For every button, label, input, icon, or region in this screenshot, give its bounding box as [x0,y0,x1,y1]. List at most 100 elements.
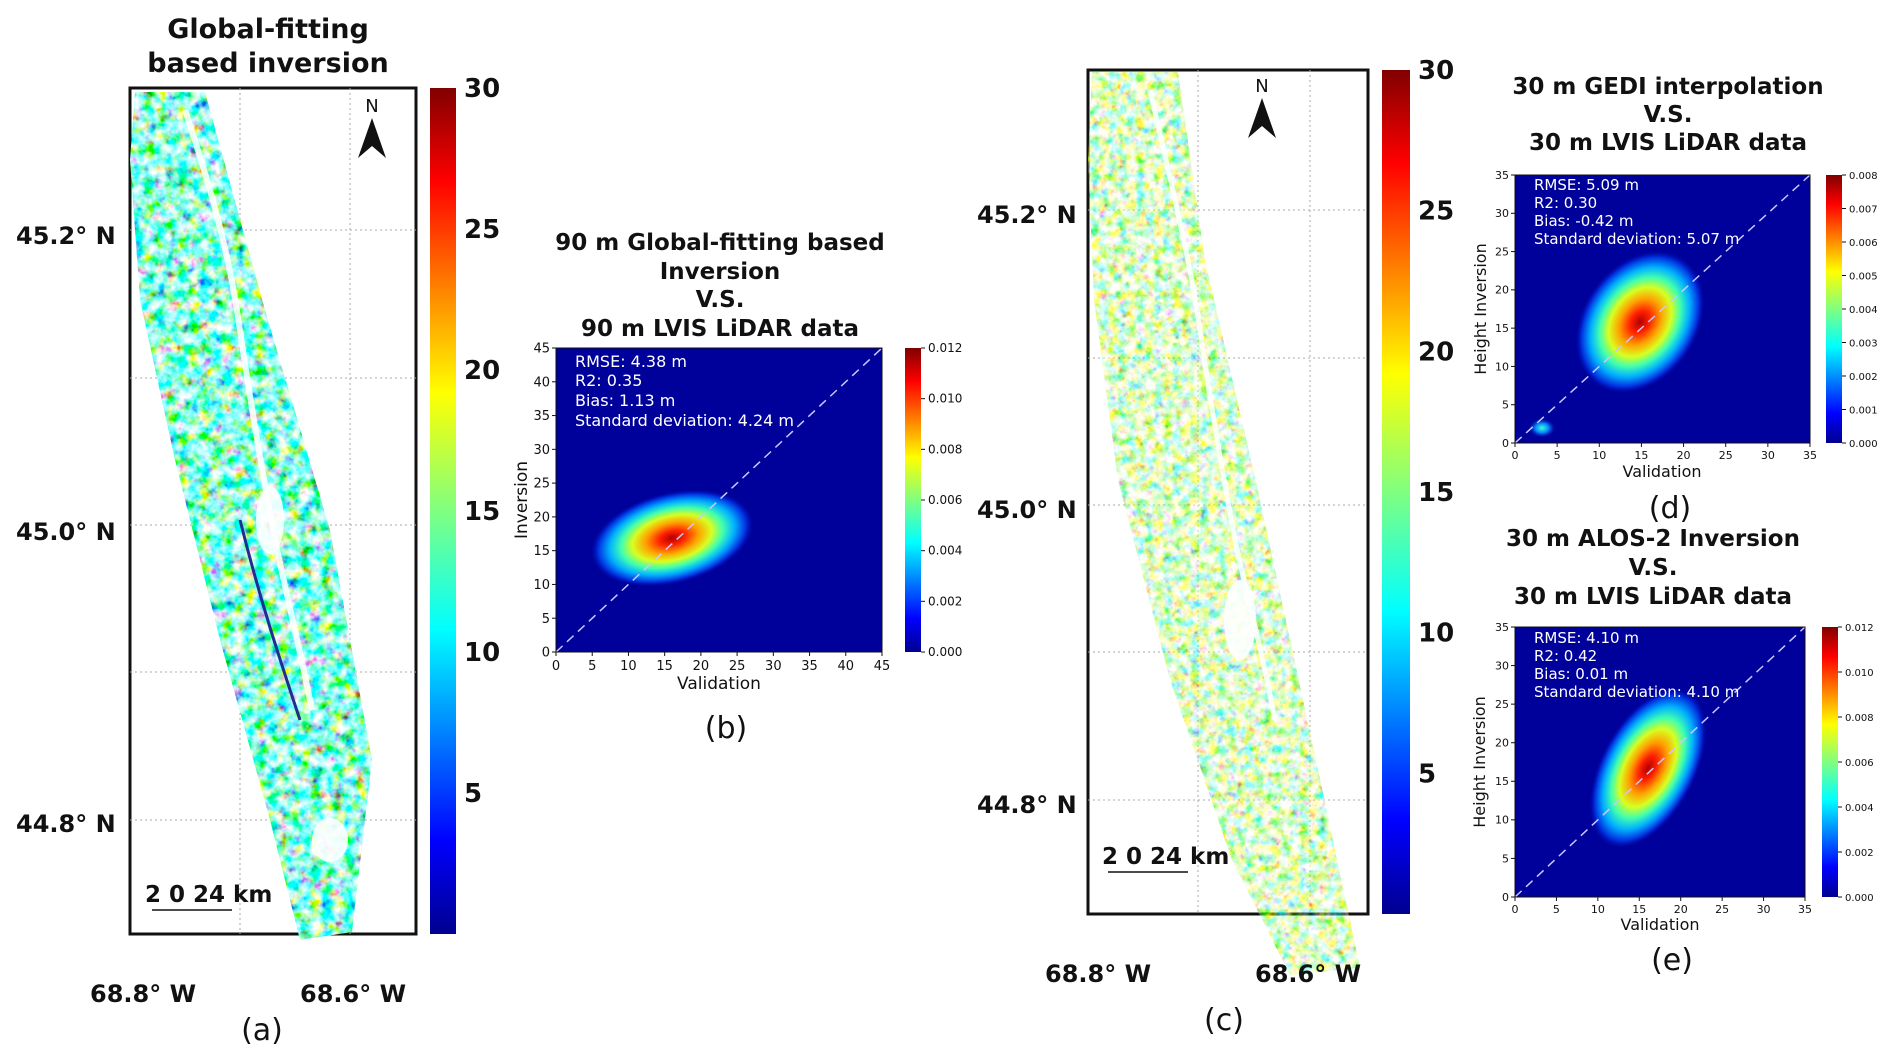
panel-e-title-line-2: V.S. [1629,555,1678,581]
x-tick-label: 30 [1761,449,1775,462]
colorbar-tick-label: 0.008 [928,442,962,456]
colorbar-tick-label: 0.008 [1849,171,1878,182]
panel-c-north-arrow: N [1248,76,1276,138]
colorbar-tick-label: 0.012 [928,341,962,355]
y-tick-label: 15 [1495,322,1509,335]
y-tick-label: 5 [542,612,550,627]
panel-d-colorbar-ticks: 0.008 0.007 0.006 0.005 0.004 0.003 0.002 0.001… [1842,171,1878,450]
x-tick-label: 30 [1757,903,1771,916]
colorbar-tick-label: 15 [464,497,500,527]
colorbar-tick-label: 0.010 [1845,668,1874,679]
y-tick-label: 0 [542,646,550,661]
panel-b-xlabel: Validation [677,674,761,694]
y-tick-label: 20 [1495,284,1509,297]
panel-d-one-to-one-line [1514,174,1811,444]
panel-e: 30 m ALOS-2 Inversion V.S. 30 m LVIS LiD… [1470,526,1874,978]
colorbar-tick-label: 0.007 [1849,205,1878,216]
panel-d-density-blob [1574,249,1706,395]
x-tick-label: 5 [1553,903,1560,916]
panel-c-scalebar-label: 2 0 24 km [1102,844,1229,870]
panel-e-colorbar-ticks: 0.012 0.010 0.008 0.006 0.004 0.002 0.000 [1838,623,1874,904]
x-tick-label: 5 [588,659,596,674]
panel-c-lat-label-2: 45.0° N [977,496,1077,524]
y-tick-label: 0 [1502,891,1509,904]
panel-b-density-blob [589,488,755,588]
panel-a-lat-label-3: 44.8° N [16,810,116,838]
panel-e-one-to-one-line [1514,626,1806,898]
panel-d-caption: (d) [1649,491,1691,526]
panel-e-xlabel: Validation [1620,915,1699,934]
x-tick-label: 30 [765,659,782,674]
y-tick-label: 35 [1495,169,1509,182]
panel-d-stat-std: Standard deviation: 5.07 m [1534,230,1739,248]
y-tick-label: 20 [533,510,550,525]
panel-c-north-label: N [1255,76,1268,97]
panel-a-scalebar: 2 0 24 km [145,882,272,911]
y-tick-label: 10 [533,578,550,593]
panel-a-lon-label-1: 68.8° W [90,980,196,1008]
colorbar-tick-label: 0.005 [1849,272,1878,283]
y-tick-label: 15 [533,544,550,559]
colorbar-tick-label: 0.000 [1849,439,1878,450]
y-tick-label: 35 [533,409,550,424]
x-tick-label: 15 [1632,903,1646,916]
colorbar-tick-label: 0.002 [928,594,962,608]
panel-b-colorbar [905,348,921,652]
y-tick-label: 25 [1495,698,1509,711]
x-tick-label: 20 [1674,903,1688,916]
panel-d-title-line-1: 30 m GEDI interpolation [1512,74,1823,100]
panel-e-stat-bias: Bias: 0.01 m [1534,665,1628,683]
y-tick-label: 40 [533,375,550,390]
panel-c-colorbar-ticks: 30 25 20 15 10 5 [1418,56,1454,789]
x-tick-label: 40 [838,659,855,674]
panel-b-colorbar-ticks: 0.012 0.010 0.008 0.006 0.004 0.002 0.000 [921,341,962,659]
x-tick-label: 20 [1677,449,1691,462]
y-tick-label: 15 [1495,775,1509,788]
panel-a-north-label: N [365,96,378,117]
plot-frame [555,347,883,653]
y-tick-label: 30 [1495,659,1509,672]
x-tick-label: 10 [620,659,637,674]
panel-b-title-line-1: 90 m Global-fitting based [555,230,884,256]
colorbar-tick-label: 25 [1418,197,1454,227]
panel-a: Global-fitting based inversion N 2 0 24 … [16,14,500,1048]
y-tick-label: 35 [1495,621,1509,634]
panel-c-scalebar: 2 0 24 km [1102,844,1229,873]
colorbar-tick-label: 0.004 [1849,305,1878,316]
panel-b-title-line-3: V.S. [696,287,745,313]
panel-d-density-secondary [1528,418,1556,438]
north-arrow-icon [358,118,386,158]
plot-frame [1514,174,1811,444]
x-tick-label: 10 [1592,449,1606,462]
colorbar-tick-label: 0.010 [928,392,962,406]
y-tick-label: 0 [1502,437,1509,450]
panel-a-title-line-1: Global-fitting [167,14,369,45]
panel-d-axes-ticks: 0 5 10 15 20 25 30 35 0 5 10 15 20 25 30 35 [1495,169,1817,462]
y-tick-label: 45 [533,342,550,357]
panel-a-lat-label-2: 45.0° N [16,518,116,546]
panel-b-ylabel: Inversion [512,461,532,539]
x-tick-label: 5 [1554,449,1561,462]
colorbar-tick-label: 0.006 [928,493,962,507]
y-tick-label: 5 [1502,399,1509,412]
panel-e-title-line-1: 30 m ALOS-2 Inversion [1506,526,1800,552]
panel-b-axes-ticks: 0 5 10 15 20 25 30 35 40 45 0 5 10 15 20 25 30 35 40 45 [533,342,890,674]
x-tick-label: 0 [552,659,560,674]
panel-e-ylabel: Height Inversion [1470,696,1489,827]
panel-e-axes-ticks: 0 5 10 15 20 25 30 35 0 5 10 15 20 25 30 35 [1495,621,1812,916]
panel-e-density-blob [1588,687,1708,849]
panel-c-lat-label-1: 45.2° N [977,201,1077,229]
y-tick-label: 30 [533,443,550,458]
panel-d-stat-bias: Bias: -0.42 m [1534,212,1633,230]
x-tick-label: 15 [1634,449,1648,462]
panel-d: 30 m GEDI interpolation V.S. 30 m LVIS L… [1471,74,1878,526]
panel-d-title-line-2: V.S. [1644,102,1693,128]
x-tick-label: 10 [1591,903,1605,916]
panel-a-north-arrow: N [358,96,386,158]
colorbar-tick-label: 5 [464,779,482,809]
colorbar-tick-label: 0.008 [1845,713,1874,724]
panel-b-stat-std: Standard deviation: 4.24 m [575,411,794,430]
panel-c-lat-label-3: 44.8° N [977,791,1077,819]
colorbar-tick-label: 0.006 [1849,238,1878,249]
